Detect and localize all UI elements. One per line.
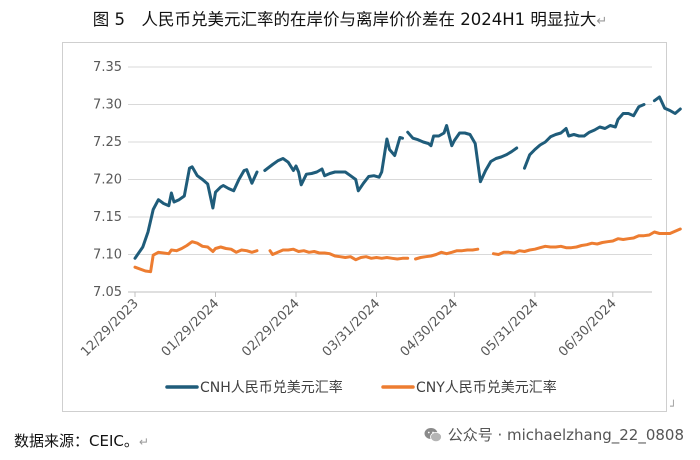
chart-title: 图 5 人民币兑美元汇率的在岸价与离岸价价差在 2024H1 明显拉大↵ xyxy=(0,6,700,30)
cny-series-line xyxy=(491,227,682,256)
x-tick-label: 04/30/2024 xyxy=(398,296,462,360)
cny-series-line xyxy=(133,240,259,274)
cnh-series-line xyxy=(523,103,646,170)
x-tick-label: 06/30/2024 xyxy=(556,296,620,360)
cnh-series-line xyxy=(406,124,519,184)
wechat-icon xyxy=(424,427,442,442)
return-mark: ↵ xyxy=(596,14,608,29)
return-mark: ↵ xyxy=(138,435,149,449)
y-tick-label: 7.05 xyxy=(93,285,122,300)
cny-series-line xyxy=(414,247,480,261)
corner-mark: ┘ xyxy=(670,400,677,413)
cnh-series-line xyxy=(133,165,259,260)
cnh-series-line xyxy=(652,95,682,115)
y-tick-label: 7.35 xyxy=(93,60,122,75)
legend-label-cny: CNY人民币兑美元汇率 xyxy=(416,379,557,396)
x-tick-label: 02/29/2024 xyxy=(239,296,303,360)
x-tick-label: 12/29/2023 xyxy=(78,296,142,360)
legend-label-cnh: CNH人民币兑美元汇率 xyxy=(200,379,343,396)
watermark-text: 公众号 · michaelzhang_22_0808 xyxy=(447,426,684,444)
y-tick-label: 7.15 xyxy=(93,210,122,225)
title-text: 图 5 人民币兑美元汇率的在岸价与离岸价价差在 2024H1 明显拉大 xyxy=(92,10,597,29)
chart-frame xyxy=(62,42,667,412)
x-tick-label: 05/31/2024 xyxy=(478,296,542,360)
watermark: 公众号 · michaelzhang_22_0808 xyxy=(424,424,684,445)
y-tick-label: 7.30 xyxy=(93,98,122,113)
source-text: 数据来源：CEIC。 xyxy=(14,432,139,450)
y-tick-label: 7.25 xyxy=(93,135,122,150)
y-tick-label: 7.20 xyxy=(93,173,122,188)
y-tick-label: 7.10 xyxy=(93,248,122,263)
x-tick-label: 01/29/2024 xyxy=(159,296,223,360)
cny-series-line xyxy=(268,247,410,262)
data-source: 数据来源：CEIC。↵ xyxy=(14,430,149,451)
x-tick-label: 03/31/2024 xyxy=(320,296,384,360)
cnh-series-line xyxy=(263,136,404,193)
